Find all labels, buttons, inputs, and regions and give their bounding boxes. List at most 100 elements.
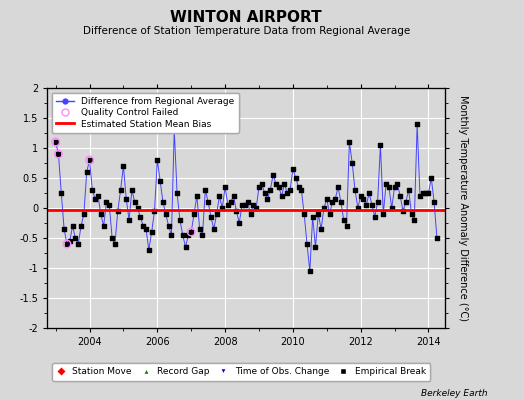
Point [153,157,161,163]
Point [269,172,277,178]
Point [145,247,153,253]
Point [156,178,165,184]
Point [195,226,204,232]
Point [77,223,85,229]
Point [235,220,244,226]
Point [119,163,128,169]
Point [402,199,410,205]
Point [184,232,193,238]
Point [221,184,230,190]
Point [114,208,122,214]
Point [334,184,342,190]
Point [198,232,206,238]
Point [368,202,376,208]
Point [337,199,345,205]
Text: WINTON AIRPORT: WINTON AIRPORT [170,10,322,25]
Point [142,226,150,232]
Point [91,196,100,202]
Point [100,223,108,229]
Point [370,214,379,220]
Point [187,229,195,235]
Point [410,217,419,223]
Point [263,196,271,202]
Point [365,190,373,196]
Point [63,241,71,247]
Point [179,232,187,238]
Point [283,190,291,196]
Point [224,202,232,208]
Point [430,199,438,205]
Point [280,181,289,187]
Point [328,199,336,205]
Point [57,190,66,196]
Point [275,184,283,190]
Point [147,229,156,235]
Point [128,187,136,193]
Point [51,139,60,145]
Point [96,211,105,217]
Point [246,211,255,217]
Point [232,208,241,214]
Point [348,160,356,166]
Point [286,187,294,193]
Point [122,196,130,202]
Point [111,241,119,247]
Point [396,193,405,199]
Point [252,205,260,211]
Point [215,193,224,199]
Point [159,199,167,205]
Point [69,223,77,229]
Point [60,226,68,232]
Point [207,214,215,220]
Point [362,202,370,208]
Point [388,205,396,211]
Point [266,187,275,193]
Point [241,202,249,208]
Legend: Station Move, Record Gap, Time of Obs. Change, Empirical Break: Station Move, Record Gap, Time of Obs. C… [52,363,430,381]
Point [226,199,235,205]
Point [71,235,80,241]
Point [424,190,433,196]
Point [345,139,354,145]
Point [260,190,269,196]
Point [427,175,435,181]
Point [416,193,424,199]
Point [139,223,147,229]
Point [167,232,176,238]
Point [255,184,263,190]
Point [272,181,280,187]
Point [314,211,322,217]
Point [385,184,393,190]
Point [170,127,179,133]
Point [82,169,91,175]
Point [393,181,401,187]
Point [187,229,195,235]
Point [238,202,246,208]
Point [303,241,311,247]
Point [244,199,252,205]
Point [317,226,325,232]
Point [305,268,314,274]
Point [94,193,102,199]
Point [289,166,297,172]
Text: Difference of Station Temperature Data from Regional Average: Difference of Station Temperature Data f… [83,26,410,36]
Point [116,187,125,193]
Point [212,211,221,217]
Point [181,244,190,250]
Point [300,211,308,217]
Point [419,190,427,196]
Point [210,226,218,232]
Point [201,187,210,193]
Point [311,244,320,250]
Point [356,193,365,199]
Point [176,217,184,223]
Point [407,211,416,217]
Point [102,199,111,205]
Point [190,211,198,217]
Point [320,205,328,211]
Point [54,151,63,157]
Point [433,235,441,241]
Point [108,235,116,241]
Point [399,208,407,214]
Point [297,187,305,193]
